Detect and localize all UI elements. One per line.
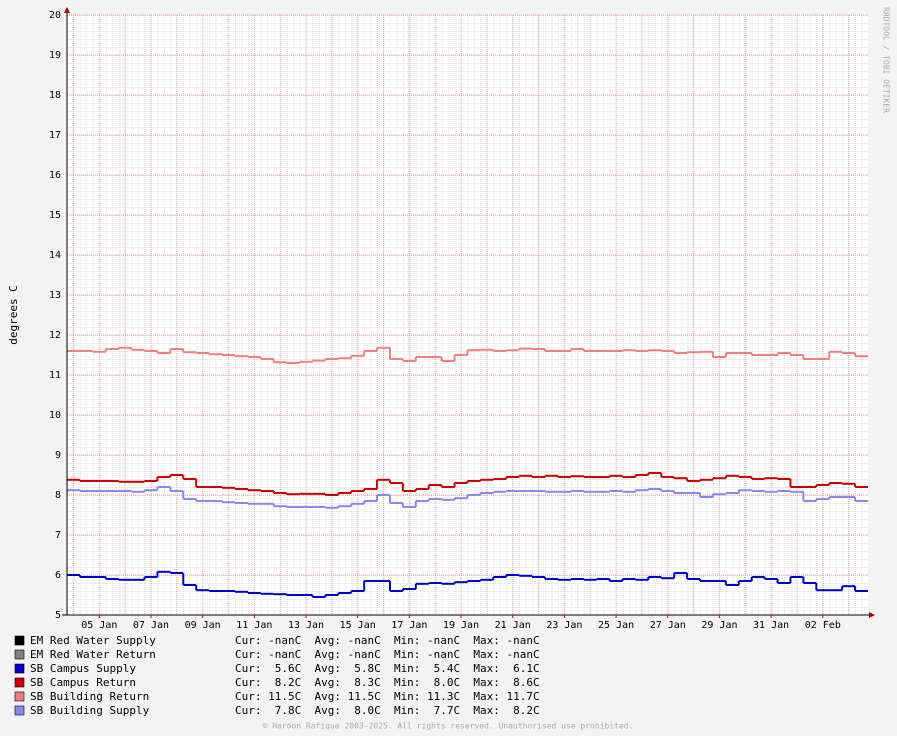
legend-label: SB Building Supply xyxy=(30,704,150,717)
legend-swatch xyxy=(14,635,25,646)
y-tick-label: 12 xyxy=(49,330,61,341)
legend-stats: Cur: -nanC Avg: -nanC Min: -nanC Max: -n… xyxy=(235,634,540,647)
x-tick-label: 17 Jan xyxy=(391,620,427,631)
legend-stats: Cur: -nanC Avg: -nanC Min: -nanC Max: -n… xyxy=(235,648,540,661)
legend-label: EM Red Water Supply xyxy=(30,634,156,647)
axis-arrow xyxy=(64,7,70,13)
legend-label: SB Campus Supply xyxy=(30,662,136,675)
x-tick-label: 19 Jan xyxy=(443,620,479,631)
x-tick-label: 25 Jan xyxy=(598,620,634,631)
x-tick-label: 27 Jan xyxy=(650,620,686,631)
minor-grid xyxy=(67,15,868,615)
legend-stats: Cur: 7.8C Avg: 8.0C Min: 7.7C Max: 8.2C xyxy=(235,704,540,717)
y-tick-label: 8 xyxy=(55,490,61,501)
y-tick-label: 7 xyxy=(55,530,61,541)
y-tick-label: 10 xyxy=(49,410,61,421)
x-tick-label: 05 Jan xyxy=(81,620,117,631)
y-tick-label: 18 xyxy=(49,90,61,101)
legend-label: SB Building Return xyxy=(30,690,149,703)
legend-stats: Cur: 8.2C Avg: 8.3C Min: 8.0C Max: 8.6C xyxy=(235,676,540,689)
y-tick-label: 15 xyxy=(49,210,61,221)
y-tick-label: 19 xyxy=(49,50,61,61)
legend-label: SB Campus Return xyxy=(30,676,136,689)
y-tick-label: 20 xyxy=(49,10,61,21)
y-tick-label: 9 xyxy=(55,450,61,461)
x-tick-label: 02 Feb xyxy=(805,620,841,631)
x-tick-label: 29 Jan xyxy=(701,620,737,631)
x-tick-label: 23 Jan xyxy=(546,620,582,631)
legend-label: EM Red Water Return xyxy=(30,648,156,661)
x-tick-label: 11 Jan xyxy=(236,620,272,631)
x-tick-label: 31 Jan xyxy=(753,620,789,631)
legend-swatch xyxy=(14,663,25,674)
legend-swatch xyxy=(14,705,25,716)
y-tick-label: 17 xyxy=(49,130,61,141)
axis-arrow xyxy=(869,612,875,618)
x-tick-label: 07 Jan xyxy=(133,620,169,631)
x-tick-label: 09 Jan xyxy=(185,620,221,631)
y-tick-label: 14 xyxy=(49,250,61,261)
y-tick-label: 5 xyxy=(55,610,61,621)
legend-swatch xyxy=(14,677,25,688)
watermark: RRDTOOL / TOBI OETIKER xyxy=(882,7,891,113)
x-tick-label: 15 Jan xyxy=(340,620,376,631)
x-tick-label: 13 Jan xyxy=(288,620,324,631)
y-axis-label: degrees C xyxy=(7,285,20,345)
legend-stats: Cur: 5.6C Avg: 5.8C Min: 5.4C Max: 6.1C xyxy=(235,662,540,675)
y-tick-label: 13 xyxy=(49,290,61,301)
legend-stats: Cur: 11.5C Avg: 11.5C Min: 11.3C Max: 11… xyxy=(235,690,540,703)
legend-swatch xyxy=(14,691,25,702)
x-tick-label: 21 Jan xyxy=(495,620,531,631)
y-tick-label: 6 xyxy=(55,570,61,581)
legend-swatch xyxy=(14,649,25,660)
y-tick-label: 16 xyxy=(49,170,61,181)
y-tick-label: 11 xyxy=(49,370,61,381)
footer: © Haroon Rafique 2003-2025. All rights r… xyxy=(263,722,634,731)
